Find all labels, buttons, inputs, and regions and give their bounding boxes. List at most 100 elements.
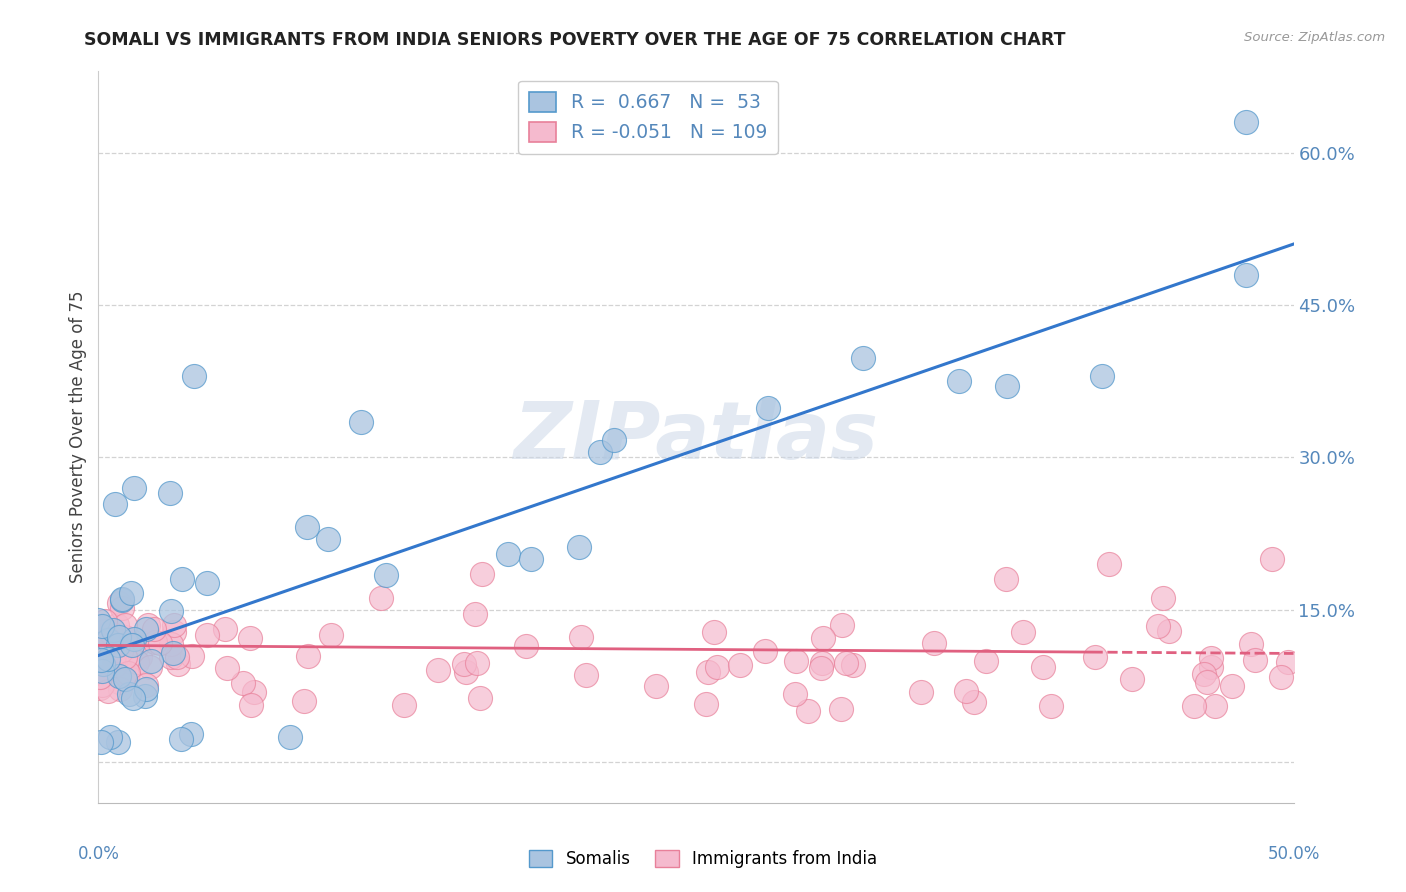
Point — [1204, 698, 1226, 713]
Point — [122, 690, 145, 705]
Point — [93, 620, 115, 634]
Point — [785, 654, 807, 668]
Point — [117, 654, 139, 668]
Point — [645, 679, 668, 693]
Point — [97, 632, 120, 646]
Point — [321, 628, 343, 642]
Point — [101, 623, 124, 637]
Point — [1032, 660, 1054, 674]
Point — [706, 659, 728, 673]
Point — [98, 730, 121, 744]
Point — [1270, 670, 1292, 684]
Point — [575, 667, 598, 681]
Point — [810, 661, 832, 675]
Point — [1182, 699, 1205, 714]
Point — [831, 618, 853, 632]
Point — [89, 681, 111, 695]
Point — [107, 735, 129, 749]
Point — [97, 633, 120, 648]
Point — [181, 648, 204, 663]
Point — [124, 481, 146, 495]
Point — [149, 636, 172, 650]
Legend: R =  0.667   N =  53, R = -0.051   N = 109: R = 0.667 N = 53, R = -0.051 N = 109 — [517, 81, 779, 153]
Point — [1146, 619, 1168, 633]
Point — [101, 629, 124, 643]
Point — [114, 650, 136, 665]
Point — [994, 572, 1017, 586]
Point — [108, 596, 131, 610]
Legend: Somalis, Immigrants from India: Somalis, Immigrants from India — [522, 843, 884, 875]
Point — [195, 575, 218, 590]
Point — [695, 697, 717, 711]
Point — [841, 657, 863, 672]
Point — [87, 613, 110, 627]
Point — [1239, 637, 1261, 651]
Point — [1157, 624, 1180, 639]
Point — [108, 669, 131, 683]
Point — [163, 625, 186, 640]
Point — [104, 497, 127, 511]
Point — [91, 678, 114, 692]
Point — [124, 634, 146, 648]
Point — [1121, 672, 1143, 686]
Point — [374, 567, 396, 582]
Point — [136, 617, 159, 632]
Point — [232, 676, 254, 690]
Point — [292, 694, 315, 708]
Point — [392, 698, 415, 713]
Point — [114, 618, 136, 632]
Point — [143, 635, 166, 649]
Point — [910, 685, 932, 699]
Point — [125, 655, 148, 669]
Point — [1222, 679, 1244, 693]
Point — [496, 547, 519, 561]
Point — [955, 684, 977, 698]
Point — [89, 633, 111, 648]
Point — [948, 375, 970, 389]
Point — [703, 624, 725, 639]
Point — [110, 644, 132, 658]
Point — [214, 622, 236, 636]
Point — [90, 735, 112, 749]
Point — [134, 689, 156, 703]
Point — [1195, 674, 1218, 689]
Point — [108, 675, 131, 690]
Point — [515, 640, 537, 654]
Point — [141, 654, 163, 668]
Point — [471, 567, 494, 582]
Point — [114, 672, 136, 686]
Point — [297, 648, 319, 663]
Point — [243, 685, 266, 699]
Point — [108, 630, 131, 644]
Point — [976, 654, 998, 668]
Point — [139, 660, 162, 674]
Point — [922, 636, 945, 650]
Point — [1261, 552, 1284, 566]
Point — [783, 687, 806, 701]
Point — [370, 591, 392, 605]
Text: 0.0%: 0.0% — [77, 845, 120, 863]
Point — [350, 415, 373, 429]
Point — [465, 656, 488, 670]
Point — [569, 630, 592, 644]
Point — [1243, 653, 1265, 667]
Point — [1277, 655, 1299, 669]
Point — [166, 649, 188, 664]
Point — [93, 614, 115, 628]
Point — [1234, 268, 1257, 282]
Point — [215, 661, 238, 675]
Point — [124, 632, 146, 646]
Point — [756, 401, 779, 415]
Point — [105, 618, 128, 632]
Point — [470, 690, 492, 705]
Point — [183, 369, 205, 384]
Point — [93, 624, 115, 638]
Point — [117, 666, 139, 681]
Point — [91, 619, 114, 633]
Point — [1152, 591, 1174, 605]
Point — [464, 607, 486, 621]
Point — [90, 653, 112, 667]
Point — [589, 445, 612, 459]
Point — [852, 351, 875, 366]
Text: ZIPatlas: ZIPatlas — [513, 398, 879, 476]
